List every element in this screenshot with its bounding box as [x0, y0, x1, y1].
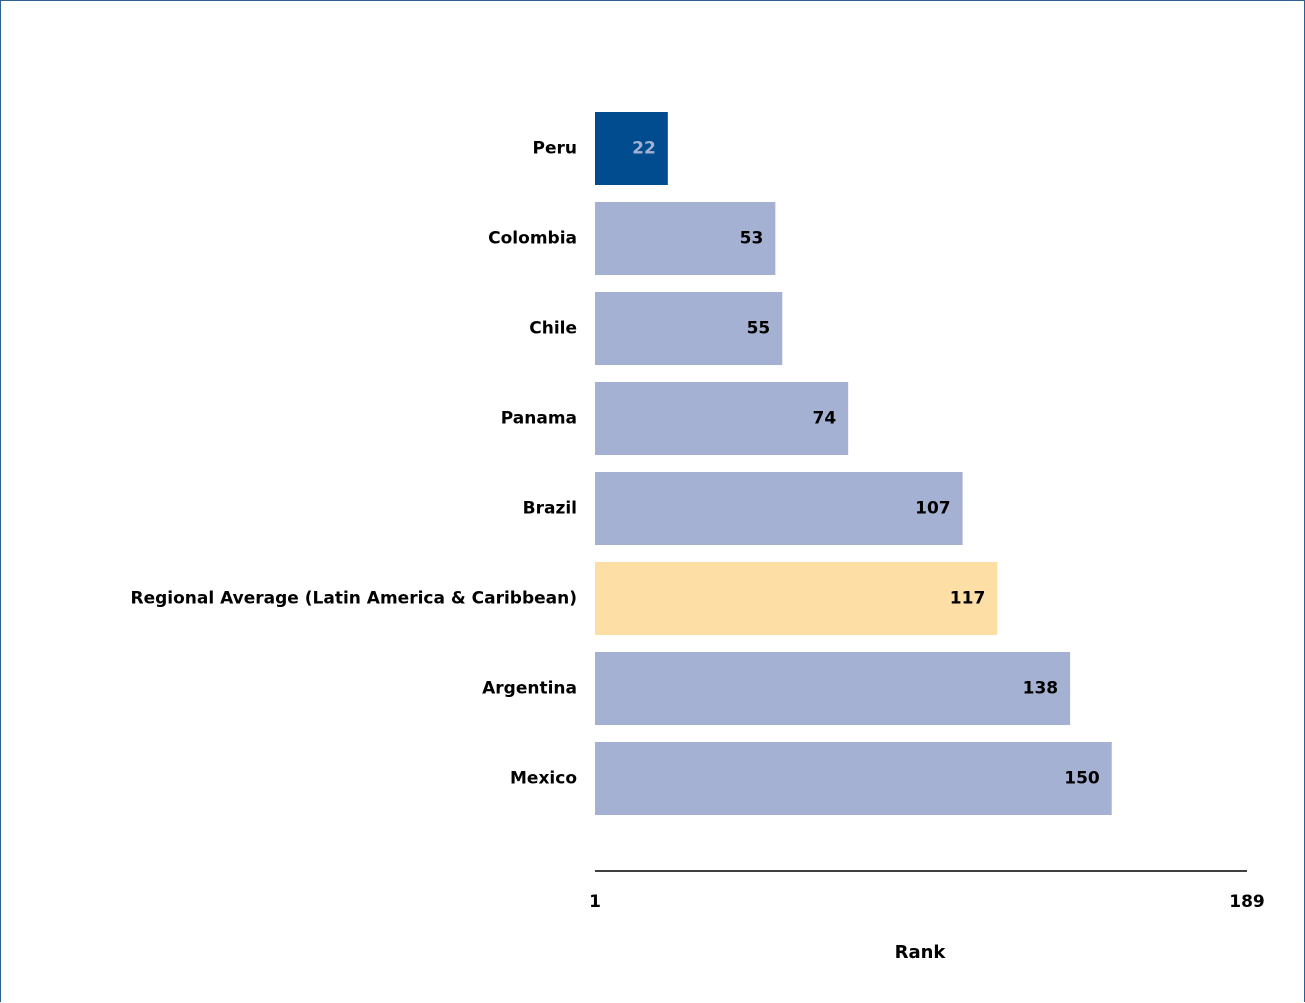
x-axis-title: Rank [895, 942, 947, 963]
category-label-regional-average-latin-america-caribbean: Regional Average (Latin America & Caribb… [131, 589, 578, 609]
bars-layer: Peru 22 Colombia 53 Chile 55 Panama 74 Brazil 107… [131, 112, 1112, 815]
bar-row-argentina: Argentina 138 [482, 652, 1071, 725]
value-label-colombia: 53 [740, 229, 764, 249]
bar-regional-average-latin-america-caribbean [595, 562, 998, 635]
bar-row-colombia: Colombia 53 [488, 202, 776, 275]
category-label-panama: Panama [501, 409, 577, 429]
value-label-argentina: 138 [1023, 679, 1059, 699]
category-label-peru: Peru [533, 139, 577, 159]
x-axis: 1 189 Rank [589, 870, 1265, 963]
category-label-chile: Chile [529, 319, 577, 339]
bar-colombia [595, 202, 776, 275]
bar-panama [595, 382, 849, 455]
bar-row-peru: Peru 22 [533, 112, 668, 185]
bar-chile [595, 292, 783, 365]
x-tick-label-min: 1 [589, 892, 601, 912]
value-label-peru: 22 [632, 139, 656, 159]
category-label-colombia: Colombia [488, 229, 577, 249]
bar-row-mexico: Mexico 150 [510, 742, 1112, 815]
bar-row-brazil: Brazil 107 [523, 472, 963, 545]
bar-peru [595, 112, 668, 185]
bar-brazil [595, 472, 963, 545]
bar-row-chile: Chile 55 [529, 292, 783, 365]
category-label-argentina: Argentina [482, 679, 577, 699]
value-label-panama: 74 [812, 409, 836, 429]
value-label-regional-average-latin-america-caribbean: 117 [950, 589, 986, 609]
bar-mexico [595, 742, 1112, 815]
value-label-chile: 55 [747, 319, 771, 339]
x-tick-label-max: 189 [1229, 892, 1265, 912]
value-label-brazil: 107 [915, 499, 951, 519]
bar-row-regional-average-latin-america-caribbean: Regional Average (Latin America & Caribb… [131, 562, 998, 635]
bar-argentina [595, 652, 1071, 725]
value-label-mexico: 150 [1064, 769, 1100, 789]
category-label-brazil: Brazil [523, 499, 577, 519]
category-label-mexico: Mexico [510, 769, 577, 789]
bar-row-panama: Panama 74 [501, 382, 849, 455]
